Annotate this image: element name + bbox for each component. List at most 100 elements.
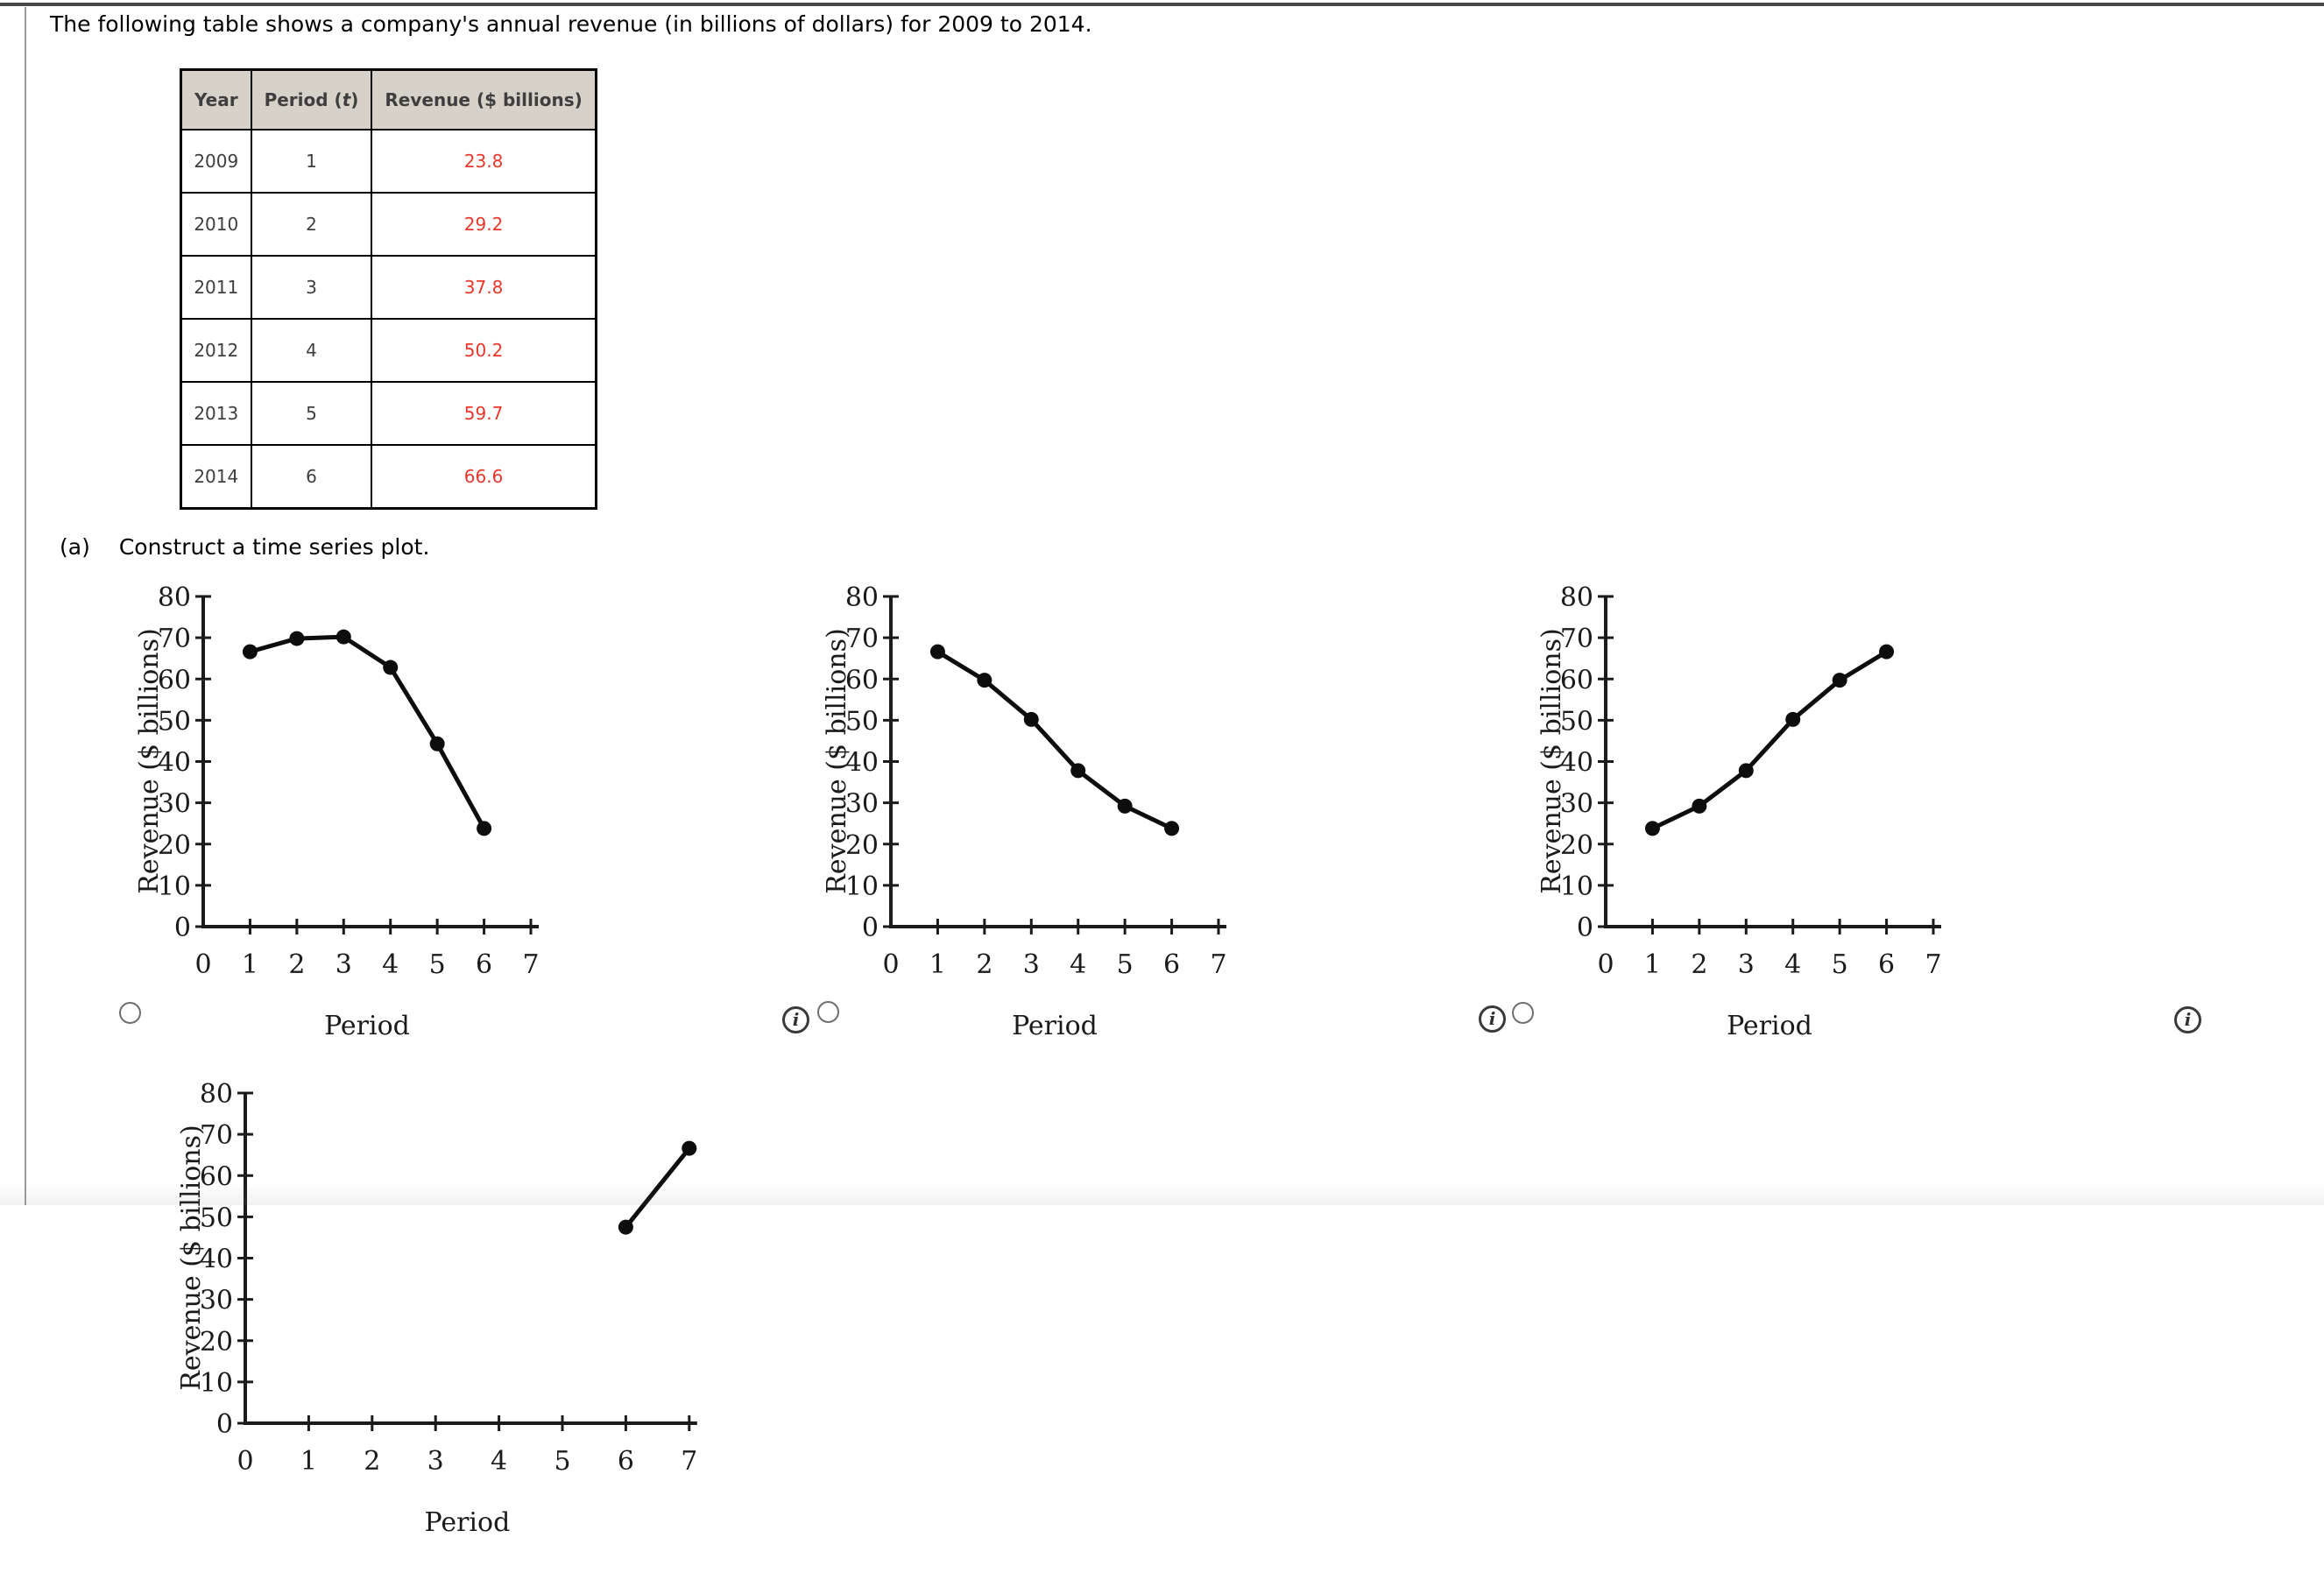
svg-text:7: 7 [1925, 949, 1941, 980]
bottom-fade [0, 1182, 2324, 1205]
part-a-instruction: Construct a time series plot. [118, 534, 430, 560]
svg-text:0: 0 [862, 913, 879, 943]
svg-text:2: 2 [364, 1446, 380, 1477]
svg-text:10: 10 [200, 1368, 233, 1399]
svg-text:7: 7 [681, 1446, 697, 1477]
table-row: 2011 3 37.8 [180, 255, 597, 320]
svg-text:5: 5 [429, 949, 446, 980]
svg-text:10: 10 [845, 871, 879, 902]
svg-text:40: 40 [1560, 748, 1593, 779]
svg-text:70: 70 [200, 1120, 233, 1151]
svg-text:0: 0 [882, 949, 899, 980]
svg-text:3: 3 [1738, 949, 1755, 980]
part-a-label: (a) [60, 534, 90, 560]
chart-option-4: 0 10 20 30 40 50 60 70 80 0 1 2 3 4 5 6 7 Revenue ($ bill… [70, 1058, 771, 1583]
year-cell: 2014 [180, 444, 252, 510]
svg-text:Revenue ($ billions): Revenue ($ billions) [1536, 628, 1567, 893]
table-header-row: Year Period (t) Revenue ($ billions) [180, 68, 597, 130]
svg-text:40: 40 [200, 1245, 233, 1275]
svg-text:70: 70 [845, 624, 879, 654]
svg-text:2: 2 [976, 949, 992, 980]
svg-text:10: 10 [158, 871, 191, 902]
svg-text:4: 4 [382, 949, 399, 980]
svg-text:Period: Period [1727, 1011, 1812, 1041]
info-icon-2[interactable]: i [1479, 1005, 1506, 1033]
svg-text:0: 0 [216, 1409, 233, 1440]
svg-text:6: 6 [476, 949, 492, 980]
revenue-cell: 50.2 [371, 318, 597, 383]
period-cell: 3 [250, 255, 373, 320]
svg-text:80: 80 [1560, 582, 1593, 613]
svg-text:80: 80 [200, 1079, 233, 1110]
svg-text:3: 3 [1023, 949, 1040, 980]
table-row: 2010 2 29.2 [180, 192, 597, 257]
problem-statement: The following table shows a company's an… [50, 11, 1092, 37]
svg-text:6: 6 [1163, 949, 1180, 980]
svg-text:5: 5 [1117, 949, 1134, 980]
info-icon-1[interactable]: i [782, 1006, 809, 1033]
svg-text:0: 0 [1577, 913, 1593, 943]
option-3-radio[interactable] [1512, 1002, 1534, 1024]
year-cell: 2012 [180, 318, 252, 383]
svg-text:1: 1 [929, 949, 946, 980]
period-column-header: Period (t) [250, 68, 373, 130]
svg-text:0: 0 [194, 949, 211, 980]
year-cell: 2011 [180, 255, 252, 320]
svg-text:60: 60 [158, 665, 191, 695]
svg-text:Period: Period [425, 1507, 511, 1538]
table-row: 2012 4 50.2 [180, 318, 597, 383]
revenue-column-header: Revenue ($ billions) [371, 68, 597, 130]
revenue-cell: 29.2 [371, 192, 597, 257]
svg-text:2: 2 [288, 949, 305, 980]
svg-text:Period: Period [1012, 1011, 1098, 1041]
period-cell: 4 [250, 318, 373, 383]
svg-text:4: 4 [491, 1446, 507, 1477]
option-2-radio[interactable] [817, 1001, 839, 1023]
table-row: 2009 1 23.8 [180, 129, 597, 194]
year-column-header: Year [180, 68, 252, 130]
svg-text:1: 1 [300, 1446, 317, 1477]
svg-text:20: 20 [1560, 830, 1593, 861]
svg-text:4: 4 [1784, 949, 1801, 980]
svg-text:80: 80 [158, 582, 191, 613]
svg-text:5: 5 [554, 1446, 570, 1477]
svg-text:0: 0 [1597, 949, 1614, 980]
svg-text:60: 60 [1560, 665, 1593, 695]
year-cell: 2013 [180, 381, 252, 446]
svg-text:6: 6 [1878, 949, 1895, 980]
chart-option-3: 0 10 20 30 40 50 60 70 80 0 1 2 3 4 5 6 7 Revenue ($ bill… [1430, 561, 2131, 1087]
year-cell: 2010 [180, 192, 252, 257]
svg-text:7: 7 [522, 949, 539, 980]
svg-text:20: 20 [158, 830, 191, 861]
revenue-table: Year Period (t) Revenue ($ billions) 200… [180, 68, 597, 510]
svg-text:0: 0 [237, 1446, 253, 1477]
svg-text:60: 60 [845, 665, 879, 695]
svg-text:50: 50 [158, 706, 191, 737]
svg-text:2: 2 [1691, 949, 1707, 980]
svg-text:50: 50 [200, 1203, 233, 1233]
svg-text:40: 40 [158, 748, 191, 779]
svg-text:50: 50 [1560, 706, 1593, 737]
revenue-cell: 66.6 [371, 444, 597, 510]
table-row: 2013 5 59.7 [180, 381, 597, 446]
option-1-radio[interactable] [119, 1002, 141, 1024]
period-cell: 6 [250, 444, 373, 510]
svg-text:3: 3 [336, 949, 352, 980]
svg-text:6: 6 [618, 1446, 634, 1477]
svg-text:1: 1 [242, 949, 258, 980]
svg-text:10: 10 [1560, 871, 1593, 902]
svg-text:70: 70 [158, 624, 191, 654]
svg-text:Revenue ($ billions): Revenue ($ billions) [822, 628, 852, 893]
svg-text:1: 1 [1644, 949, 1661, 980]
svg-text:50: 50 [845, 706, 879, 737]
svg-text:30: 30 [200, 1286, 233, 1316]
info-icon-3[interactable]: i [2174, 1006, 2201, 1033]
year-cell: 2009 [180, 129, 252, 194]
svg-text:80: 80 [845, 582, 879, 613]
svg-text:0: 0 [174, 913, 191, 943]
svg-text:30: 30 [845, 789, 879, 820]
period-variable-t: t [342, 89, 351, 110]
svg-text:40: 40 [845, 748, 879, 779]
svg-text:70: 70 [1560, 624, 1593, 654]
svg-text:20: 20 [845, 830, 879, 861]
